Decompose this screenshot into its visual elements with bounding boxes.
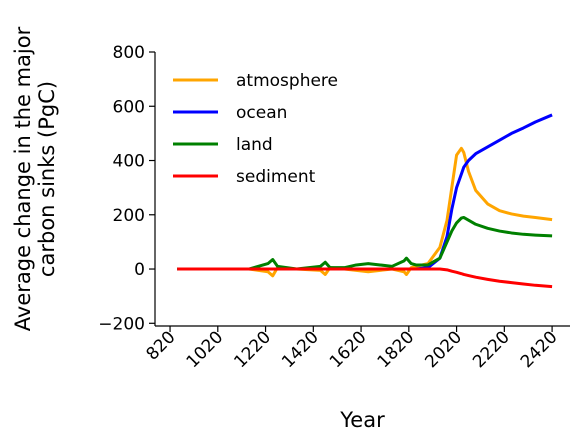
line-series: [177, 267, 553, 289]
x-tick-label: 1820: [374, 327, 419, 372]
legend-label: atmosphere: [236, 71, 338, 91]
x-tick-label: 1220: [230, 327, 275, 372]
y-tick-label: −200: [98, 314, 145, 334]
x-tick-label: 1020: [183, 327, 228, 372]
y-axis-label: Average change in the majorcarbon sinks …: [11, 26, 59, 331]
line-series: [177, 113, 553, 271]
x-tick-label: 2020: [421, 327, 466, 372]
y-tick-label: 200: [113, 206, 145, 226]
line-series: [177, 215, 553, 271]
x-tick-label: 1620: [326, 327, 371, 372]
x-tick-label: 2420: [517, 327, 562, 372]
y-axis-label-line: carbon sinks (PgC): [35, 81, 59, 277]
legend-label: ocean: [236, 103, 287, 123]
y-tick-label: 400: [113, 152, 145, 172]
x-axis-label: Year: [339, 408, 385, 431]
line-series: [177, 146, 553, 278]
x-tick-label: 2220: [469, 327, 514, 372]
y-tick-label: 600: [113, 97, 145, 117]
legend-label: sediment: [236, 167, 316, 187]
x-tick-label: 820: [142, 327, 179, 364]
y-tick-label: 0: [134, 260, 145, 280]
y-tick-label: 800: [113, 43, 145, 63]
x-tick-label: 1420: [278, 327, 323, 372]
y-axis-label-line: Average change in the major: [11, 26, 35, 331]
legend-label: land: [236, 135, 273, 155]
